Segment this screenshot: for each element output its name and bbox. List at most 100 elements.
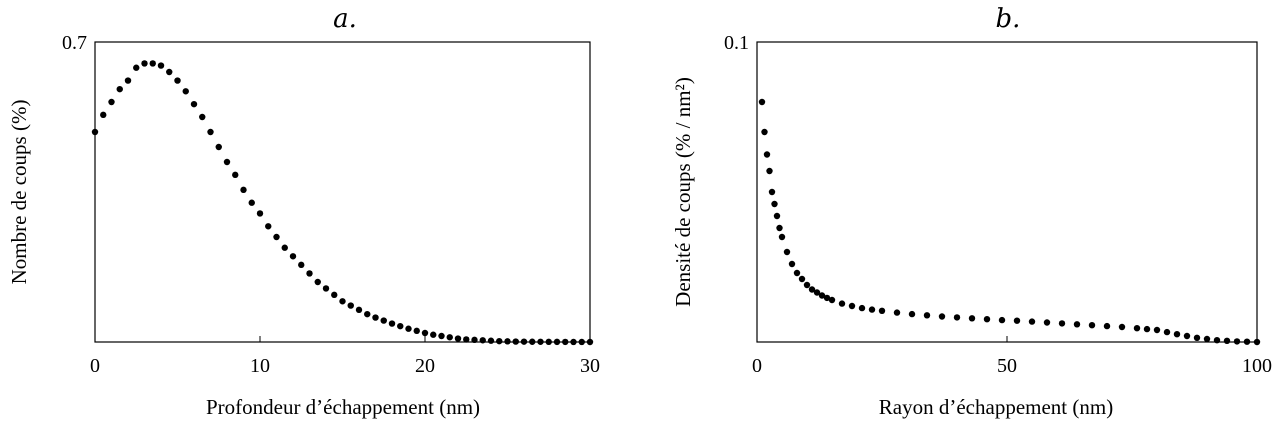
chart-b-data-point	[758, 98, 766, 106]
chart-b-data-point	[868, 306, 876, 313]
chart-b-data-point	[1173, 331, 1181, 338]
chart-a-data-point	[347, 302, 354, 309]
chart-b-data-point	[1088, 322, 1096, 329]
chart-a-data-point	[397, 322, 404, 330]
chart-a-data-point	[232, 171, 239, 179]
chart-b-y-axis-label: Densité de coups (% / nm²)	[671, 77, 695, 307]
chart-a-data-point	[108, 98, 115, 106]
chart-a-x-tick-label: 20	[415, 355, 435, 377]
chart-a-data-point	[479, 337, 486, 344]
chart-a-data-point	[124, 77, 132, 84]
chart-b-data-point	[1013, 317, 1021, 324]
chart-a-data-point	[281, 244, 288, 251]
chart-a-data-point	[529, 338, 536, 345]
chart-a-data-point	[240, 186, 247, 194]
chart-a-data-point	[331, 291, 338, 299]
chart-a-data-point	[298, 261, 305, 269]
chart-b-ticks: 0 50 100 0.1	[724, 32, 1272, 377]
chart-a-data-point	[570, 338, 577, 346]
chart-b-data-point	[828, 296, 836, 304]
chart-a-data-point	[314, 278, 321, 286]
chart-b-data-point	[968, 315, 976, 322]
chart-a-data-point	[190, 100, 198, 108]
chart-a-data-point	[248, 199, 255, 206]
chart-b-data-point	[848, 302, 856, 310]
chart-a-data-point	[166, 68, 173, 76]
chart-b-data-point	[766, 167, 773, 175]
chart-b-data-point	[1043, 319, 1051, 326]
chart-b-data-point	[763, 151, 771, 158]
chart-b-y-tick-label: 0.1	[724, 32, 749, 54]
chart-a-data-point	[207, 128, 214, 136]
chart-b-data-point	[878, 307, 886, 314]
chart-a-data-point	[215, 143, 222, 151]
chart-a-data-point	[405, 325, 412, 332]
chart-a-data-point	[265, 223, 272, 230]
chart-b-data-point	[803, 281, 811, 289]
chart-a-data-point	[100, 111, 107, 119]
chart-b-data-point	[1103, 322, 1111, 330]
chart-a-data-point	[256, 210, 264, 217]
chart-b-data-point	[1153, 326, 1161, 334]
chart-a-data-point	[562, 338, 569, 346]
chart-a-data-point	[537, 338, 544, 345]
chart-a-data-point	[487, 337, 495, 344]
chart-a-data-point	[322, 285, 330, 292]
chart-b-data-point	[773, 212, 781, 220]
chart-a-data-point	[149, 60, 156, 67]
chart-a-data-point	[586, 338, 594, 346]
chart-a-data-point	[454, 335, 462, 342]
chart-b-x-axis-label: Rayon d’échappement (nm)	[879, 395, 1113, 419]
chart-a-title: a.	[333, 4, 357, 34]
chart-a-data-point	[133, 64, 140, 71]
chart-b-data-point	[1193, 334, 1201, 341]
chart-a-data-point	[223, 158, 231, 166]
chart-a-data-point	[289, 253, 297, 260]
chart-b-data-point	[798, 275, 806, 283]
chart-b-data-point	[1223, 337, 1231, 344]
chart-b-data-point	[998, 316, 1006, 324]
chart-b-data-point	[1233, 338, 1241, 345]
chart-a-points	[91, 60, 594, 346]
chart-b-title: b.	[996, 4, 1021, 34]
chart-a-data-point	[364, 310, 371, 318]
chart-b-data-point	[818, 292, 826, 299]
chart-a-data-point	[174, 77, 181, 84]
chart-a-data-point	[520, 338, 528, 345]
chart-b-data-point	[793, 269, 801, 277]
chart-a-x-tick-label: 30	[580, 355, 600, 377]
chart-a-data-point	[504, 338, 511, 345]
chart-a-y-axis-label: Nombre de coups (%)	[7, 100, 31, 285]
chart-a-data-point	[421, 329, 429, 337]
chart-a-data-point	[273, 233, 280, 241]
chart-b-data-point	[983, 316, 991, 323]
chart-a-x-axis-label: Profondeur d’échappement (nm)	[206, 395, 480, 419]
chart-a-x-tick-label: 10	[250, 355, 270, 377]
chart-a-data-point	[413, 327, 420, 335]
chart-b-data-point	[1118, 323, 1126, 331]
chart-a-data-point	[182, 88, 189, 95]
chart-b-data-point	[768, 188, 776, 196]
chart-a-ticks: 0 10 20 30 0.7	[62, 32, 600, 377]
chart-a-data-point	[380, 317, 387, 324]
chart-b-data-point	[823, 294, 831, 302]
chart-b-data-point	[808, 286, 816, 293]
chart-b-data-point	[788, 260, 796, 268]
chart-a-data-point	[199, 113, 206, 121]
chart-a-data-point	[430, 331, 437, 338]
chart-a-data-point	[355, 306, 363, 314]
chart-a-plot-frame	[94, 41, 591, 343]
chart-a-data-point	[512, 338, 519, 345]
chart-a-data-point	[306, 270, 313, 277]
chart-b-data-point	[1143, 325, 1151, 333]
chart-b-data-point	[1213, 337, 1221, 344]
panel-a: a. Profondeur d’échappement (nm) Nombre …	[7, 4, 600, 419]
chart-a-data-point	[438, 332, 445, 340]
chart-b-data-point	[1203, 335, 1211, 343]
chart-a-data-point	[116, 85, 123, 93]
chart-b-data-point	[1243, 338, 1251, 345]
chart-b-data-point	[923, 312, 931, 319]
chart-b-data-point	[778, 233, 786, 241]
chart-a-y-tick-label: 0.7	[62, 32, 87, 54]
chart-a-data-point	[471, 336, 478, 344]
